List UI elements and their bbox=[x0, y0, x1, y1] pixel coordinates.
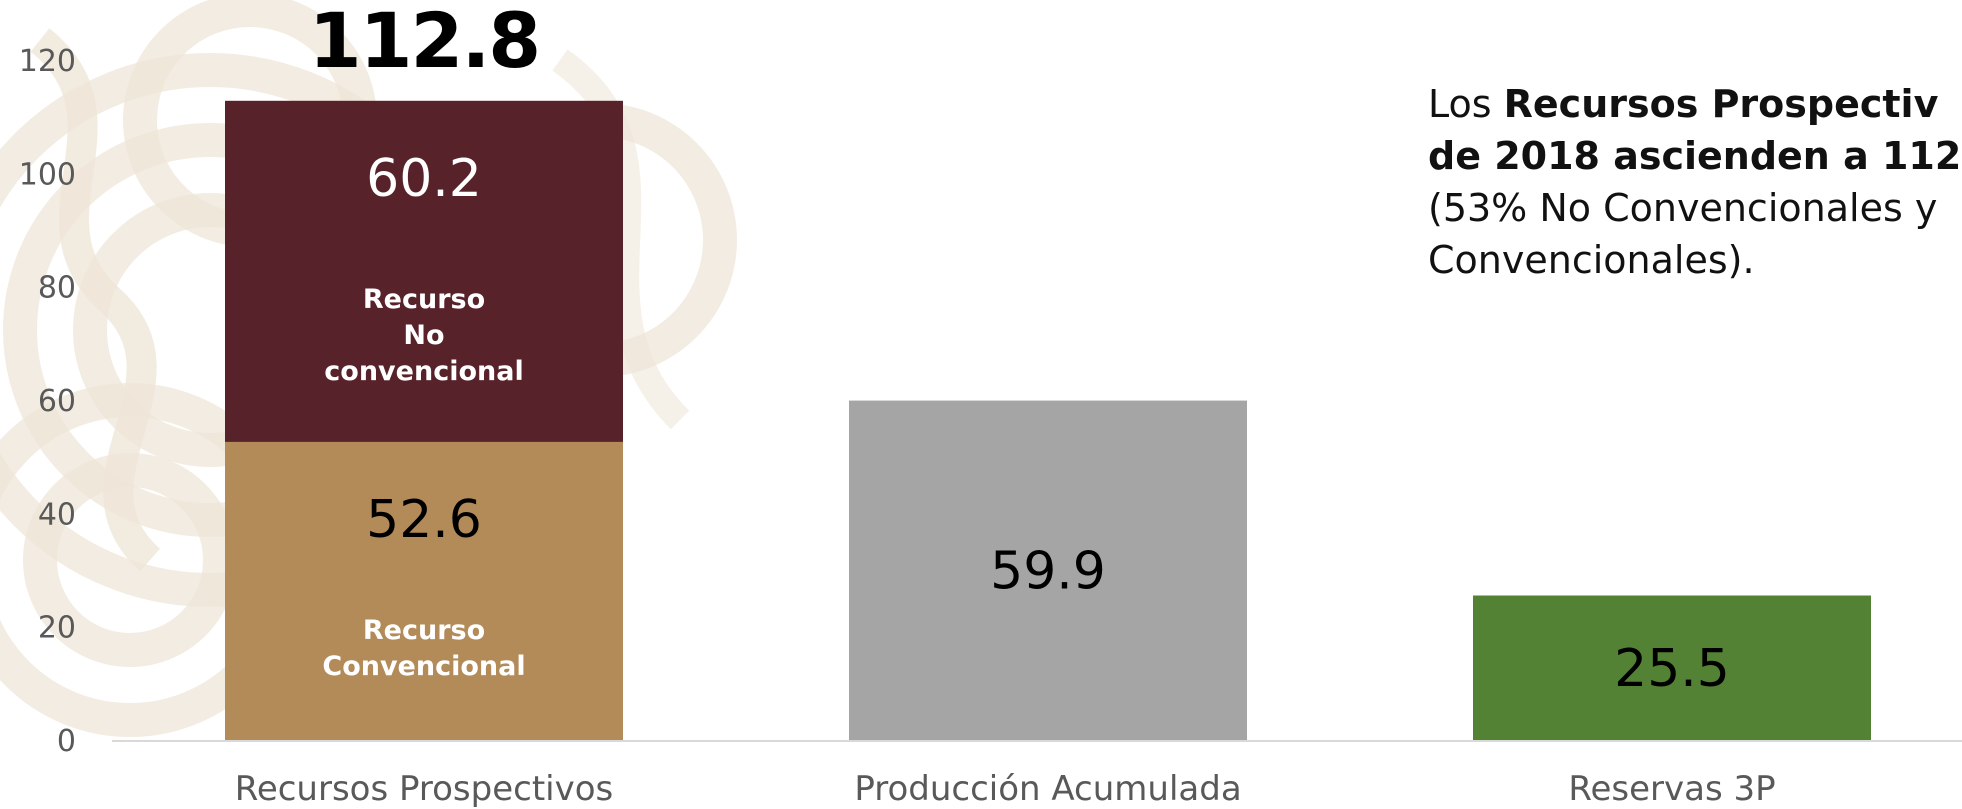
y-tick-label: 0 bbox=[57, 724, 76, 759]
segment-name-no-convencional: Recurso bbox=[363, 284, 485, 315]
y-tick-label: 100 bbox=[19, 157, 76, 192]
annotation-line-4: Convencionales). bbox=[1428, 238, 1755, 282]
annotation-line-1: Los Recursos Prospectiv bbox=[1428, 82, 1939, 126]
category-label: Producción Acumulada bbox=[854, 769, 1241, 809]
total-label: 112.8 bbox=[309, 0, 539, 85]
data-label: 52.6 bbox=[366, 490, 482, 550]
bar-single bbox=[1473, 595, 1871, 740]
y-axis: 0 20 40 60 80 100 120 bbox=[19, 44, 1962, 759]
annotation-line-3: (53% No Convencionales y bbox=[1428, 186, 1938, 230]
category-label: Reservas 3P bbox=[1568, 769, 1775, 809]
data-label: 25.5 bbox=[1614, 639, 1730, 699]
data-label: 59.9 bbox=[990, 541, 1106, 601]
bar-segment bbox=[225, 441, 623, 740]
watermark-swirl bbox=[30, 28, 161, 572]
y-tick-label: 20 bbox=[38, 611, 76, 646]
annotation-text: Los Recursos Prospectiv de 2018 asciende… bbox=[1428, 78, 1962, 286]
bar-single bbox=[849, 400, 1247, 740]
x-axis: Recursos Prospectivos Producción Acumulad… bbox=[235, 769, 1776, 809]
y-tick-label: 40 bbox=[38, 497, 76, 532]
segment-name-no-convencional: No bbox=[403, 320, 444, 351]
segment-name-convencional: Convencional bbox=[322, 651, 525, 682]
y-tick-label: 120 bbox=[19, 44, 76, 79]
y-tick-label: 80 bbox=[38, 271, 76, 306]
annotation-line-2: de 2018 ascienden a 112.8 bbox=[1428, 134, 1962, 178]
segment-name-no-convencional: convencional bbox=[324, 356, 523, 387]
data-labels: 52.6 60.2 59.9 25.5 Recurso No convencional Rec… bbox=[309, 0, 1730, 699]
bars bbox=[225, 100, 1871, 740]
segment-name-convencional: Recurso bbox=[363, 615, 485, 646]
bar-segment bbox=[225, 100, 623, 442]
y-tick-label: 60 bbox=[38, 384, 76, 419]
data-label: 60.2 bbox=[366, 149, 482, 209]
category-label: Recursos Prospectivos bbox=[235, 769, 614, 809]
